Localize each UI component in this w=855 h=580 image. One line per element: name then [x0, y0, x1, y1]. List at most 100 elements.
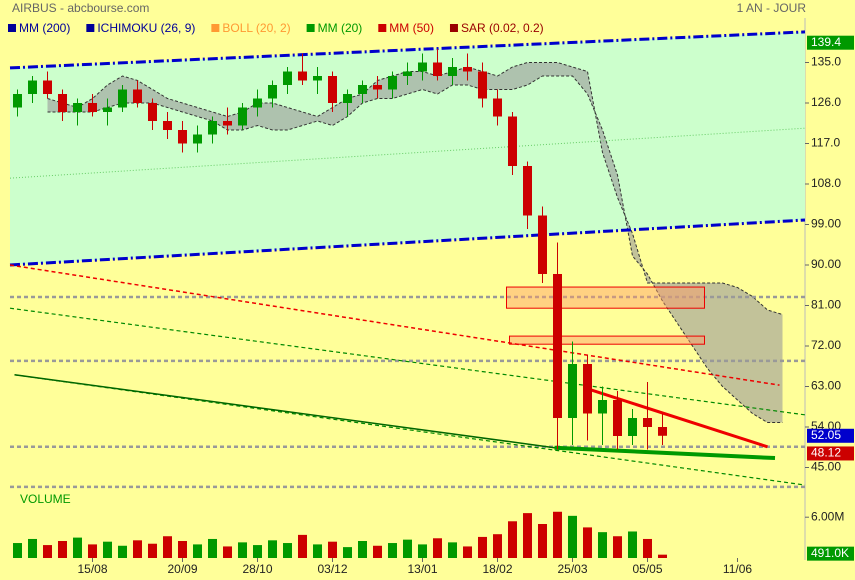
candle-body	[193, 134, 202, 144]
candle-body	[223, 121, 232, 126]
legend-swatch	[86, 24, 95, 32]
volume-bar	[418, 544, 427, 558]
legend-swatch	[306, 24, 315, 32]
candle-body	[613, 400, 622, 436]
x-tick-label: 20/09	[167, 562, 197, 576]
candle-body	[163, 121, 172, 130]
candle-body	[88, 103, 97, 112]
trend-line	[9, 307, 806, 416]
candle-body	[343, 94, 352, 103]
legend-label: MM (20)	[318, 21, 363, 35]
volume-bar	[193, 544, 202, 558]
trend-line	[9, 218, 806, 267]
volume-bar	[163, 536, 172, 558]
volume-bar	[598, 532, 607, 558]
price-marker-label: 52.05	[811, 428, 841, 442]
x-tick-label: 11/06	[723, 562, 752, 576]
y-tick-label: 108.0	[811, 176, 841, 190]
cloud-segment	[677, 283, 693, 346]
volume-bar	[43, 545, 52, 558]
candle-body	[553, 274, 562, 418]
volume-bar	[313, 544, 322, 558]
volume-bar	[208, 538, 217, 558]
volume-bar	[223, 546, 232, 558]
price-marker	[807, 35, 854, 50]
volume-bar	[373, 545, 382, 558]
volume-bar	[73, 537, 82, 558]
candle-body	[253, 98, 262, 108]
volume-bar	[613, 536, 622, 558]
cloud-segment	[287, 107, 303, 130]
cloud-segment	[602, 130, 618, 198]
volume-bar	[298, 534, 307, 558]
legend-label: BOLL (20, 2)	[222, 21, 290, 35]
x-tick-label: 13/01	[407, 562, 437, 576]
candle-body	[478, 71, 487, 99]
volume-bar	[583, 527, 592, 558]
cloud-segment	[722, 283, 738, 400]
trend-line	[9, 30, 806, 70]
trend-line	[584, 386, 768, 449]
volume-bar	[508, 521, 517, 558]
y-tick-label: 6.00M	[811, 509, 844, 523]
volume-bar	[148, 543, 157, 558]
candle-body	[583, 364, 592, 414]
volume-bar	[103, 541, 112, 558]
candle-body	[433, 62, 442, 76]
y-tick-label: 117.0	[811, 136, 840, 150]
candle-body	[133, 89, 142, 103]
trend-line	[14, 374, 555, 449]
x-tick-label: 18/02	[482, 562, 512, 576]
cloud-segment	[572, 67, 588, 94]
volume-bar	[283, 543, 292, 558]
y-tick-label: 90.00	[811, 257, 841, 271]
volume-bar	[343, 547, 352, 558]
legend-label: MM (200)	[19, 21, 70, 35]
candle-body	[298, 71, 307, 81]
legend-swatch	[8, 24, 16, 32]
candle-body	[118, 89, 127, 108]
legend-label: SAR (0.02, 0.2)	[461, 21, 544, 35]
y-tick-label: 45.00	[811, 460, 841, 474]
volume-bar	[328, 541, 337, 558]
volume-bar	[133, 540, 142, 558]
candle-body	[538, 215, 547, 274]
trend-line	[9, 264, 780, 386]
candle-body	[148, 103, 157, 121]
cloud-segment	[317, 107, 333, 126]
volume-bar	[463, 546, 472, 558]
volume-bar	[28, 538, 37, 558]
legend-swatch	[378, 24, 387, 32]
y-tick-label: 63.00	[811, 379, 841, 393]
candle-body	[463, 67, 472, 72]
volume-bar	[478, 536, 487, 558]
candle-body	[388, 76, 397, 90]
y-tick-label: 126.0	[811, 95, 841, 109]
zone	[506, 286, 705, 309]
volume-bar	[58, 541, 67, 558]
candle-body	[448, 67, 457, 76]
cloud-segment	[437, 71, 453, 94]
legend-label: ICHIMOKU (26, 9)	[97, 21, 195, 35]
cloud-segment	[767, 310, 783, 423]
legend-label: MM (50)	[389, 21, 434, 35]
cloud-segment	[257, 103, 273, 130]
trend-line	[9, 127, 806, 179]
period-label: 1 AN - JOUR	[737, 1, 807, 15]
price-marker	[807, 446, 854, 461]
candle-body	[238, 107, 247, 126]
price-marker-label: 48.12	[811, 446, 841, 460]
zone	[509, 335, 705, 345]
cloud-segment	[692, 283, 708, 369]
chart-title: AIRBUS - abcbourse.com	[12, 1, 149, 15]
volume-bar	[538, 524, 547, 558]
candle-body	[628, 418, 637, 436]
candle-body	[658, 427, 667, 436]
volume-bar	[118, 545, 127, 558]
cloud-segment	[662, 283, 678, 324]
volume-bar	[448, 542, 457, 558]
cloud-segment	[272, 103, 288, 130]
volume-bar	[178, 541, 187, 558]
cloud-segment	[497, 67, 513, 90]
